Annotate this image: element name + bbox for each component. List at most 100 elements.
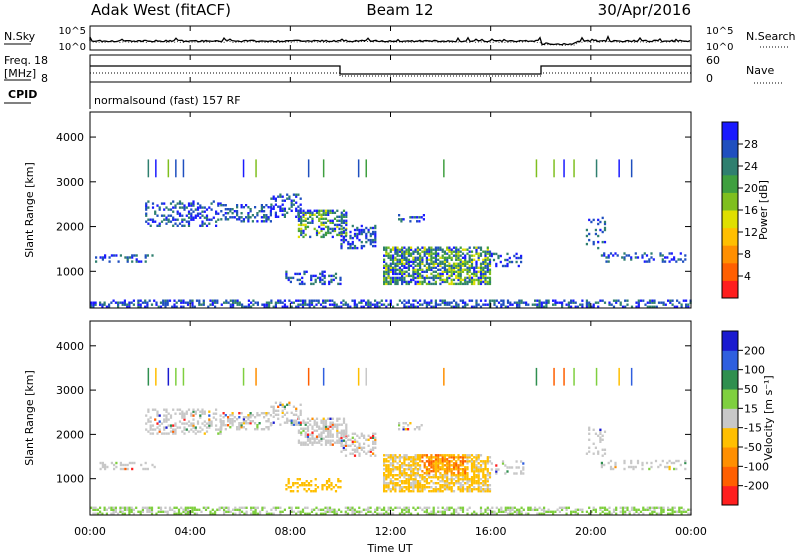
scatter-cell	[319, 272, 322, 276]
scatter-cell	[515, 472, 518, 475]
scatter-cell	[470, 454, 474, 457]
scatter-cell	[236, 428, 239, 431]
scatter-cell	[506, 258, 509, 262]
scatter-cell	[392, 454, 395, 457]
scatter-cell	[425, 270, 428, 273]
scatter-cell	[464, 482, 467, 485]
scatter-cell	[190, 216, 193, 219]
scatter-cell	[412, 474, 415, 477]
scatter-cell	[407, 252, 410, 255]
scatter-cell	[195, 299, 199, 302]
scatter-cell	[599, 438, 602, 441]
scatter-streak	[618, 367, 620, 386]
scatter-cell	[594, 232, 597, 236]
scatter-cell	[238, 422, 241, 425]
scatter-cell	[416, 462, 419, 465]
scatter-cell	[488, 280, 492, 284]
nave-tick-high: 60	[706, 54, 720, 67]
scatter-cell	[490, 468, 493, 471]
scatter-cell	[369, 240, 372, 244]
scatter-cell	[464, 456, 467, 459]
scatter-cell	[349, 508, 352, 511]
scatter-cell	[623, 459, 626, 463]
scatter-cell	[367, 438, 370, 441]
scatter-cell	[216, 508, 219, 511]
scatter-cell	[122, 463, 125, 467]
scatter-cell	[642, 299, 645, 302]
scatter-cell	[347, 434, 350, 437]
scatter-cell	[558, 301, 561, 304]
scatter-cell	[198, 508, 201, 511]
scatter-cell	[322, 421, 325, 424]
scatter-cell	[114, 301, 117, 304]
scatter-cell	[290, 508, 293, 511]
scatter-cell	[457, 266, 460, 269]
cpid-text: normalsound (fast) 157 RF	[94, 94, 241, 107]
scatter-cell	[475, 474, 478, 477]
scatter-cell	[403, 486, 406, 489]
scatter-cell	[144, 467, 147, 471]
scatter-cell	[450, 278, 453, 282]
velocity-panel-frame	[89, 320, 692, 516]
scatter-cell	[374, 299, 377, 302]
scatter-cell	[240, 422, 243, 425]
scatter-cell	[236, 206, 239, 209]
scatter-cell	[302, 429, 305, 432]
scatter-cell	[286, 411, 289, 414]
scatter-cell	[128, 305, 131, 308]
scatter-cell	[430, 456, 433, 459]
scatter-cell	[400, 220, 403, 223]
scatter-cell	[475, 262, 478, 265]
scatter-cell	[297, 227, 300, 231]
scatter-cell	[556, 301, 559, 304]
scatter-cell	[565, 506, 568, 509]
scatter-cell	[634, 252, 637, 255]
scatter-cell	[405, 458, 408, 461]
scatter-cell	[671, 508, 674, 511]
scatter-cell	[592, 428, 595, 431]
scatter-cell	[486, 508, 489, 511]
scatter-cell	[439, 303, 442, 306]
scatter-cell	[245, 428, 248, 431]
scatter-cell	[163, 408, 166, 411]
scatter-cell	[606, 512, 609, 515]
scatter-cell	[385, 278, 388, 282]
scatter-cell	[434, 254, 437, 257]
velocity-y-label: Slant Range [km]	[23, 370, 36, 466]
scatter-cell	[234, 299, 237, 302]
scatter-cell	[468, 480, 471, 483]
scatter-cell	[490, 252, 493, 256]
scatter-cell	[389, 276, 392, 280]
colorbar-swatch	[722, 157, 738, 176]
scatter-cell	[387, 472, 390, 475]
scatter-cell	[405, 508, 408, 511]
scatter-cell	[588, 432, 591, 435]
scatter-cell	[267, 206, 270, 209]
scatter-cell	[679, 463, 682, 467]
scatter-cell	[403, 256, 406, 259]
scatter-cell	[486, 266, 489, 269]
scatter-cell	[335, 303, 338, 306]
scatter-cell	[320, 437, 323, 440]
scatter-cell	[392, 462, 395, 465]
scatter-cell	[367, 434, 370, 437]
scatter-cell	[430, 250, 433, 253]
scatter-cell	[459, 258, 462, 261]
scatter-cell	[300, 221, 303, 224]
scatter-cell	[477, 478, 480, 481]
scatter-cell	[256, 512, 259, 515]
scatter-cell	[493, 510, 496, 513]
scatter-cell	[404, 428, 407, 431]
scatter-cell	[374, 244, 377, 248]
scatter-cell	[187, 220, 191, 223]
scatter-cell	[385, 484, 388, 487]
scatter-cell	[145, 422, 148, 425]
scatter-cell	[407, 510, 410, 513]
scatter-cell	[229, 414, 232, 417]
scatter-cell	[401, 472, 404, 475]
scatter-cell	[327, 227, 330, 231]
scatter-cell	[670, 258, 673, 261]
scatter-cell	[439, 490, 442, 493]
scatter-cell	[434, 280, 437, 284]
scatter-cell	[398, 299, 401, 302]
